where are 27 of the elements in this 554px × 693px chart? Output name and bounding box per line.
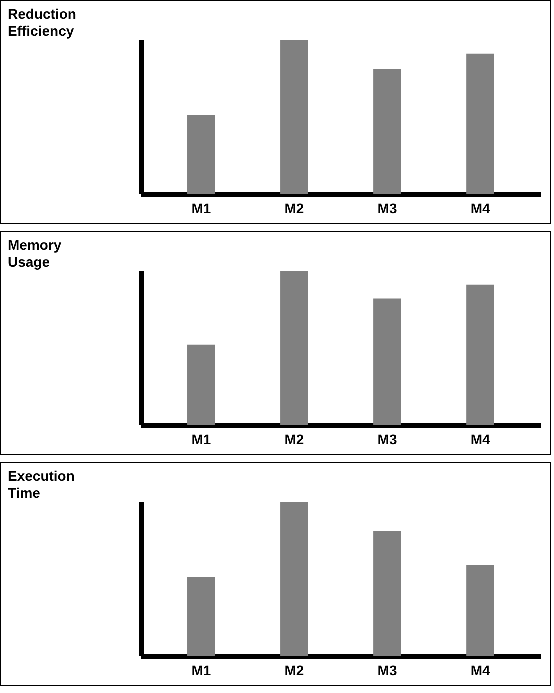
x-tick-label: M3 <box>378 662 398 678</box>
x-tick-label: M1 <box>192 432 212 448</box>
chart-title: Memory Usage <box>8 237 62 270</box>
bar <box>466 284 494 425</box>
x-tick-label: M2 <box>284 432 304 448</box>
x-tick-label: M3 <box>378 200 398 216</box>
x-tick-label: M1 <box>192 662 212 678</box>
bar <box>188 577 216 656</box>
bar <box>188 115 216 194</box>
x-tick-label: M1 <box>192 200 212 216</box>
bar <box>280 502 308 656</box>
chart-title: Execution Time <box>8 468 75 501</box>
bar <box>280 40 308 194</box>
bar <box>280 271 308 425</box>
x-tick-label: M4 <box>470 662 490 678</box>
x-tick-label: M2 <box>284 662 304 678</box>
bar <box>374 69 402 194</box>
bar <box>188 344 216 425</box>
bar <box>466 54 494 194</box>
x-tick-label: M4 <box>470 200 490 216</box>
bar <box>374 531 402 656</box>
bar <box>374 298 402 425</box>
bar <box>466 565 494 656</box>
x-tick-label: M3 <box>378 432 398 448</box>
x-tick-label: M4 <box>470 432 490 448</box>
chart-title: Reduction Efficiency <box>8 6 76 39</box>
x-tick-label: M2 <box>284 200 304 216</box>
